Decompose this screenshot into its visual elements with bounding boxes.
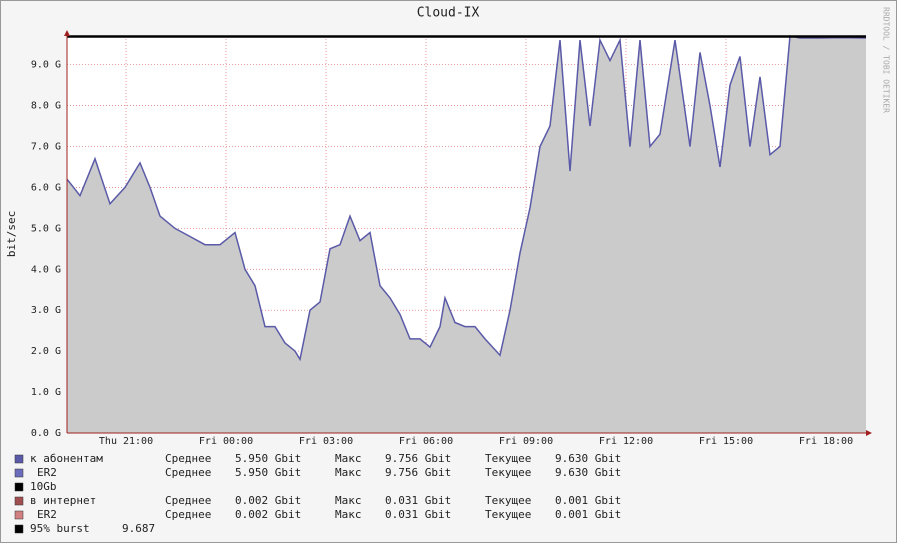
x-tick-label: Fri 09:00 bbox=[499, 436, 553, 447]
y-tick-label: 7.0 G bbox=[31, 142, 61, 153]
line bbox=[66, 35, 867, 362]
legend-swatch bbox=[14, 496, 24, 506]
legend-stat: 9.630 Gbit bbox=[555, 452, 621, 465]
legend-stat: 0.031 Gbit bbox=[385, 508, 451, 521]
legend-stat: Среднее bbox=[165, 508, 211, 521]
y-tick-label: 1.0 G bbox=[31, 387, 61, 398]
x-tick-label: Fri 18:00 bbox=[799, 436, 853, 447]
legend-stat: Текущее bbox=[485, 508, 531, 521]
x-tick-label: Fri 03:00 bbox=[299, 436, 353, 447]
legend-stat: 9.756 Gbit bbox=[385, 452, 451, 465]
y-tick-label: 2.0 G bbox=[31, 346, 61, 357]
legend-label: в интернет bbox=[30, 494, 96, 507]
y-arrow bbox=[64, 30, 70, 36]
x-tick-label: Fri 00:00 bbox=[199, 436, 253, 447]
chart-title: Cloud-IX bbox=[417, 6, 480, 21]
y-axis-label: bit/sec bbox=[5, 211, 18, 257]
y-tick-label: 9.0 G bbox=[31, 60, 61, 71]
legend-stat: Среднее bbox=[165, 466, 211, 479]
x-tick-label: Fri 15:00 bbox=[699, 436, 753, 447]
legend-swatch bbox=[14, 510, 24, 520]
legend-stat: 0.002 Gbit bbox=[235, 494, 301, 507]
x-tick-label: Fri 12:00 bbox=[599, 436, 653, 447]
legend-stat: Текущее bbox=[485, 494, 531, 507]
legend-swatch bbox=[14, 482, 24, 492]
legend-stat: 0.001 Gbit bbox=[555, 494, 621, 507]
legend-label: к абонентам bbox=[30, 452, 103, 465]
legend-label: ER2 bbox=[37, 508, 57, 521]
legend-stat: Среднее bbox=[165, 494, 211, 507]
legend-label: 10Gb bbox=[30, 480, 57, 493]
y-tick-label: 4.0 G bbox=[31, 264, 61, 275]
legend-stat: 0.002 Gbit bbox=[235, 508, 301, 521]
legend-stat: Текущее bbox=[485, 452, 531, 465]
legend-stat: 0.031 Gbit bbox=[385, 494, 451, 507]
legend-stat: 9.756 Gbit bbox=[385, 466, 451, 479]
legend-stat: Среднее bbox=[165, 452, 211, 465]
legend-stat: Макс bbox=[335, 452, 362, 465]
y-tick-label: 6.0 G bbox=[31, 182, 61, 193]
legend-stat: Макс bbox=[335, 494, 362, 507]
legend-stat: Макс bbox=[335, 466, 362, 479]
watermark: RRDTOOL / TOBI OETIKER bbox=[882, 7, 891, 113]
y-tick-label: 5.0 G bbox=[31, 223, 61, 234]
area bbox=[67, 36, 866, 433]
legend-stat: 0.001 Gbit bbox=[555, 508, 621, 521]
legend-stat: Текущее bbox=[485, 466, 531, 479]
y-tick-label: 0.0 G bbox=[31, 428, 61, 439]
legend-stat: Макс bbox=[335, 508, 362, 521]
legend-swatch bbox=[14, 454, 24, 464]
x-tick-label: Fri 06:00 bbox=[399, 436, 453, 447]
x-arrow bbox=[866, 430, 872, 436]
legend-stat: 5.950 Gbit bbox=[235, 466, 301, 479]
x-tick-label: Thu 21:00 bbox=[99, 436, 153, 447]
y-tick-label: 3.0 G bbox=[31, 305, 61, 316]
legend-swatch bbox=[14, 524, 24, 534]
legend-stat: 5.950 Gbit bbox=[235, 452, 301, 465]
legend-swatch bbox=[14, 468, 24, 478]
legend-label: ER2 bbox=[37, 466, 57, 479]
plot bbox=[66, 35, 867, 434]
y-tick-label: 8.0 G bbox=[31, 101, 61, 112]
legend-label: 95% burst bbox=[30, 522, 90, 535]
legend-stat: 9.630 Gbit bbox=[555, 466, 621, 479]
burst-value: 9.687 bbox=[122, 522, 155, 535]
